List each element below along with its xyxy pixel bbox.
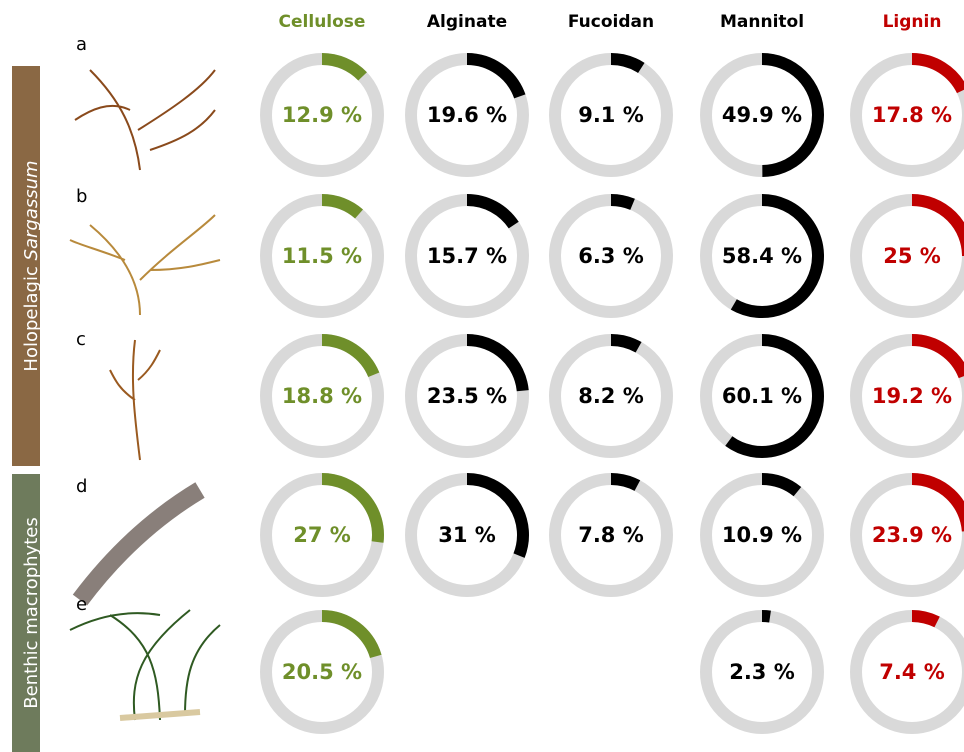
value-label: 7.4 % <box>879 660 945 684</box>
ring-arc <box>762 616 770 617</box>
value-label: 17.8 % <box>872 103 952 127</box>
figure: Holopelagic Sargassum Benthic macrophyte… <box>0 0 964 752</box>
plant-images <box>70 70 220 720</box>
ring-arc <box>912 340 964 376</box>
value-label: 31 % <box>438 523 496 547</box>
ring-arc <box>912 59 962 91</box>
value-label: 6.3 % <box>578 244 644 268</box>
value-label: 23.5 % <box>427 384 507 408</box>
column-title: Fucoidan <box>568 12 654 32</box>
page: Holopelagic Sargassum Benthic macrophyte… <box>0 0 964 752</box>
row-label: c <box>76 329 86 350</box>
ring-arc <box>611 200 633 204</box>
row-label: b <box>76 186 87 207</box>
ring-arc <box>467 59 520 96</box>
value-label: 49.9 % <box>722 103 802 127</box>
value-label: 11.5 % <box>282 244 362 268</box>
value-label: 25 % <box>883 244 941 268</box>
value-label: 2.3 % <box>729 660 795 684</box>
value-label: 7.8 % <box>578 523 644 547</box>
row-label: e <box>76 594 87 615</box>
group-label-italic: Sargassum <box>21 160 42 260</box>
column-title: Cellulose <box>279 12 366 32</box>
ring-arc <box>912 616 937 622</box>
ring-arc <box>467 200 514 225</box>
ring-arc <box>611 59 641 68</box>
value-label: 27 % <box>293 523 351 547</box>
value-label: 58.4 % <box>722 244 802 268</box>
ring-arc <box>611 340 639 347</box>
ring-arc <box>322 340 374 375</box>
value-label: 60.1 % <box>722 384 802 408</box>
value-label: 19.6 % <box>427 103 507 127</box>
value-label: 12.9 % <box>282 103 362 127</box>
group-label: Benthic macrophytes <box>21 517 42 708</box>
ring-arc <box>611 479 637 486</box>
column-title: Lignin <box>883 12 942 32</box>
ring-arc <box>322 59 363 76</box>
value-label: 19.2 % <box>872 384 952 408</box>
value-label: 10.9 % <box>722 523 802 547</box>
value-label: 23.9 % <box>872 523 952 547</box>
row-label: a <box>76 34 87 55</box>
ring-arc <box>322 200 359 214</box>
value-label: 15.7 % <box>427 244 507 268</box>
column-title: Alginate <box>427 12 507 32</box>
value-label: 8.2 % <box>578 384 644 408</box>
ring-arc <box>762 479 797 492</box>
group-label: Holopelagic Sargassum <box>21 160 42 371</box>
value-label: 9.1 % <box>578 103 644 127</box>
value-label: 20.5 % <box>282 660 362 684</box>
column-title: Mannitol <box>720 12 804 32</box>
ring-arc <box>322 616 376 656</box>
group-label-text: Holopelagic <box>21 266 42 371</box>
row-label: d <box>76 476 87 497</box>
value-label: 18.8 % <box>282 384 362 408</box>
